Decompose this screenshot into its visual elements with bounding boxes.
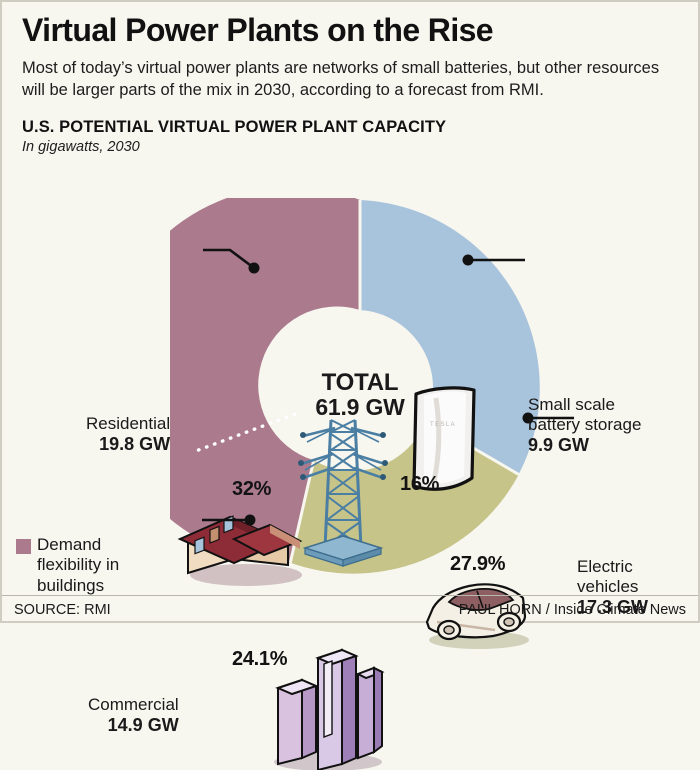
legend-item-demand-flexibility[interactable]: Demand flexibility in buildings: [16, 535, 166, 596]
legend-swatch-icon: [16, 539, 31, 554]
callout-commercial[interactable]: Commercial 14.9 GW: [88, 695, 179, 737]
callout-ev-value: 17.3 GW: [577, 597, 649, 618]
author-credit: PAUL HORN / Inside Climate News: [458, 602, 686, 618]
footer-divider: [2, 595, 698, 596]
callout-battery-value: 9.9 GW: [528, 435, 590, 456]
legend-label: Demand flexibility in buildings: [37, 535, 120, 595]
legend: Demand flexibility in buildings: [16, 535, 166, 596]
callout-residential-name: Residential: [86, 414, 171, 433]
callout-battery-name-line1: Small scale: [528, 395, 615, 414]
source-credit: SOURCE: RMI: [14, 602, 111, 618]
header-deck: Most of today’s virtual power plants are…: [22, 58, 660, 99]
footer: SOURCE: RMI PAUL HORN / Inside Climate N…: [0, 599, 700, 623]
house-icon: [177, 515, 303, 586]
callout-battery-name-line2: battery storage: [528, 415, 642, 435]
transmission-tower-icon: [298, 419, 388, 567]
pct-label-residential: 32%: [232, 478, 272, 500]
wall-battery-icon: TESLA: [412, 386, 476, 491]
callout-battery[interactable]: Small scale battery storage 9.9 GW: [528, 395, 641, 457]
infographic-frame: [0, 0, 700, 623]
chart-kicker: U.S. POTENTIAL VIRTUAL POWER PLANT CAPAC…: [22, 118, 447, 137]
pct-label-battery: 16%: [400, 473, 440, 495]
page-title: Virtual Power Plants on the Rise: [22, 12, 494, 48]
callout-commercial-value: 14.9 GW: [107, 715, 179, 736]
callout-commercial-name: Commercial: [88, 695, 179, 714]
slice-demand-flexibility[interactable]: [170, 198, 360, 563]
pct-label-commercial: 24.1%: [232, 648, 288, 670]
callout-ev-name-line2: vehicles: [577, 577, 639, 597]
callout-ev[interactable]: Electric vehicles 17.3 GW: [577, 557, 648, 619]
callout-residential-value: 19.8 GW: [99, 434, 171, 455]
callout-ev-name-line1: Electric: [577, 557, 633, 576]
chart-subkicker: In gigawatts, 2030: [22, 139, 140, 156]
separator-commercial-residential-dotted: [196, 409, 304, 452]
pct-label-ev: 27.9%: [450, 553, 506, 575]
callout-residential[interactable]: Residential 19.8 GW: [86, 414, 170, 456]
chart-stage: TOTAL 61.9 GW: [0, 190, 700, 770]
header: Virtual Power Plants on the Rise Most of…: [22, 12, 680, 156]
svg-text:TESLA: TESLA: [430, 422, 456, 428]
slice-battery[interactable]: [360, 200, 540, 475]
